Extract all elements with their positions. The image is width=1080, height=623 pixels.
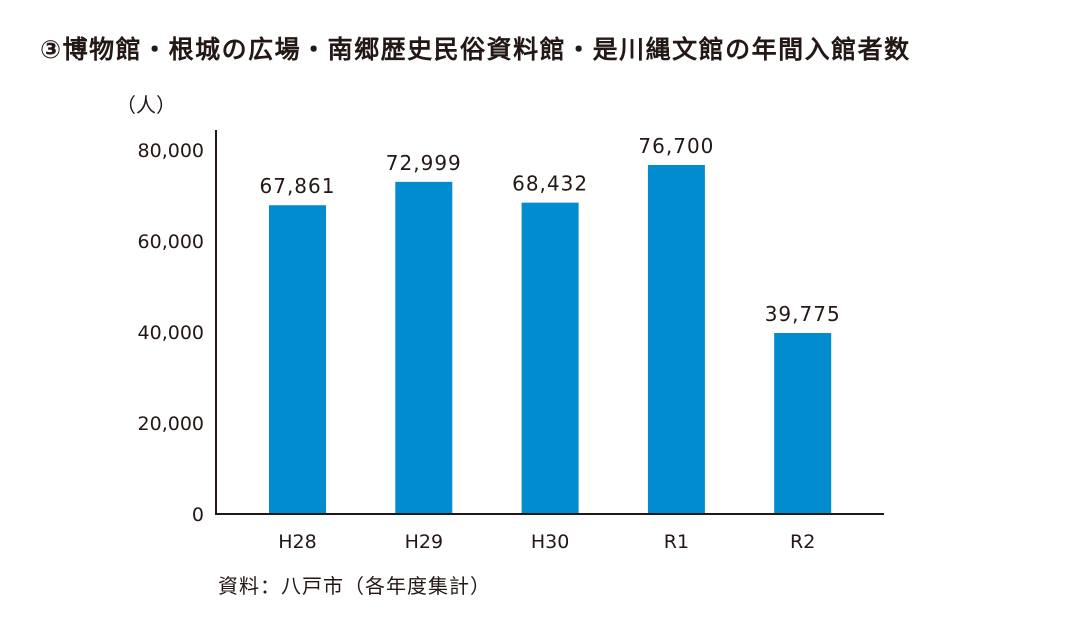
y-tick-label: 80,000 [138,140,204,162]
data-label: 72,999 [386,151,462,175]
bar-r2 [774,333,832,514]
x-tick-label: H28 [278,531,316,553]
bar-h28 [269,205,326,514]
bar-h30 [521,202,579,514]
bar-h29 [395,181,453,514]
x-tick-label: H29 [405,531,443,553]
y-tick-label: 40,000 [138,322,204,344]
source-note: 資料：八戸市（各年度集計） [218,574,491,598]
bar-r1 [647,165,705,514]
chart-title: ③博物館・根城の広場・南郷歴史民俗資料館・是川縄文館の年間入館者数 [40,35,911,64]
x-tick-label: R2 [790,531,815,553]
data-label: 39,775 [765,302,841,326]
data-label: 67,861 [260,174,336,198]
y-tick-label: 20,000 [138,413,204,435]
x-tick-label: R1 [664,531,689,553]
data-label: 76,700 [638,134,714,158]
y-axis-unit-label: （人） [116,93,176,117]
y-tick-label: 0 [192,504,204,526]
data-label: 68,432 [512,172,588,196]
x-tick-label: H30 [531,531,569,553]
y-tick-label: 60,000 [138,231,204,253]
